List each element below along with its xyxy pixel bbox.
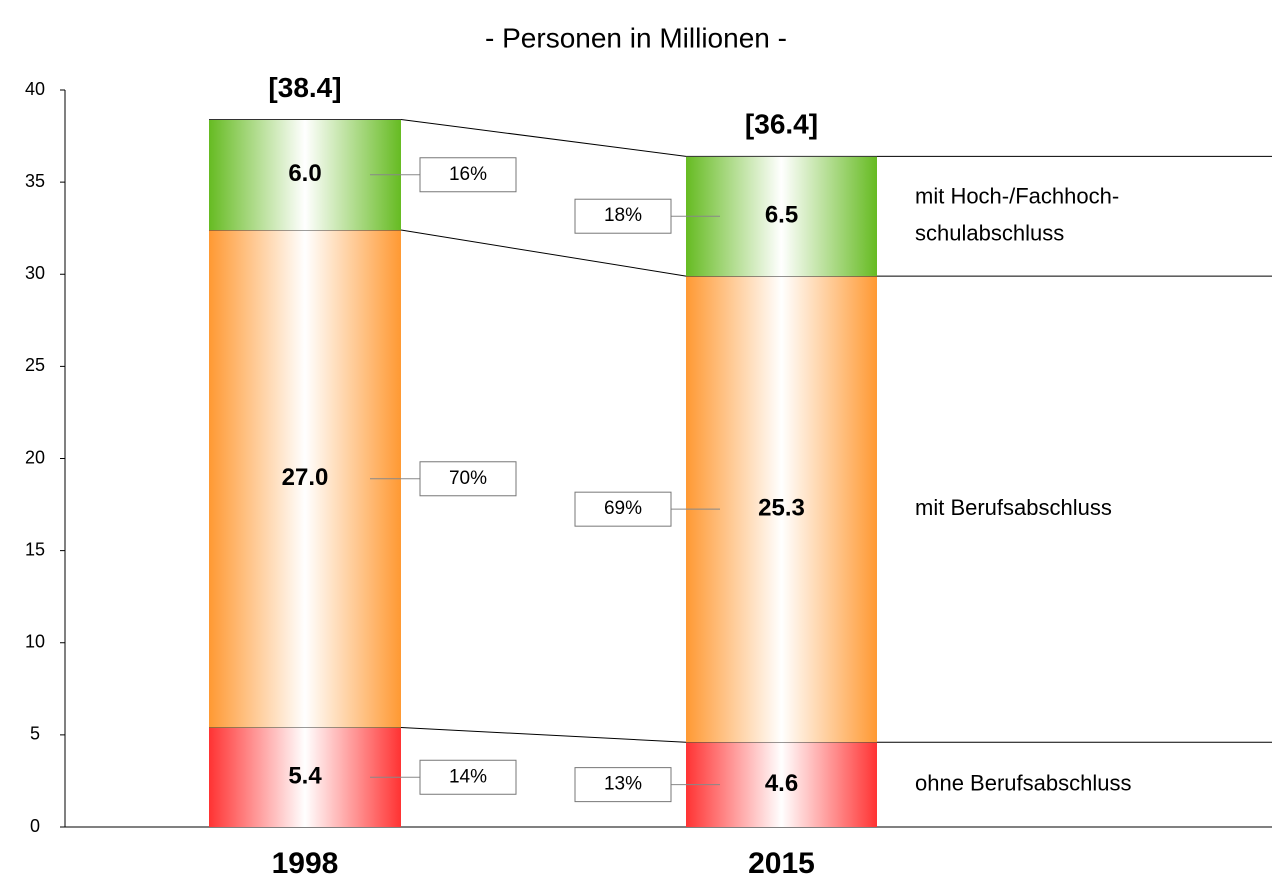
bar-segment bbox=[209, 727, 401, 827]
legend-line: ohne Berufsabschluss bbox=[915, 770, 1131, 795]
share-box bbox=[574, 491, 672, 527]
value-label: 27.0 bbox=[282, 464, 329, 491]
legend-label: mit Berufsabschluss bbox=[915, 495, 1112, 520]
share-label: 70% bbox=[449, 468, 487, 489]
value-label: 5.4 bbox=[288, 763, 322, 790]
x-tick-label: 2015 bbox=[748, 847, 815, 880]
legend-line: mit Hoch-/Fachhoch- bbox=[915, 184, 1119, 209]
x-tick-label: 1998 bbox=[272, 847, 339, 880]
total-label: [38.4] bbox=[268, 72, 341, 103]
y-tick-label: 40 bbox=[25, 79, 45, 99]
chart-title: - Personen in Millionen - bbox=[485, 22, 787, 53]
legend-label: ohne Berufsabschluss bbox=[915, 770, 1131, 795]
share-box bbox=[574, 767, 672, 803]
bar-segment bbox=[209, 119, 401, 231]
share-box bbox=[574, 198, 672, 234]
y-tick-label: 35 bbox=[25, 171, 45, 191]
legend-line: mit Berufsabschluss bbox=[915, 495, 1112, 520]
total-label: [36.4] bbox=[745, 109, 818, 140]
share-box bbox=[419, 157, 517, 193]
value-label: 4.6 bbox=[765, 770, 798, 797]
share-label: 18% bbox=[604, 205, 642, 226]
y-tick-label: 30 bbox=[25, 263, 45, 283]
share-box bbox=[419, 759, 517, 795]
legend-line: schulabschluss bbox=[915, 221, 1064, 246]
y-tick-label: 25 bbox=[25, 355, 45, 375]
value-label: 6.0 bbox=[288, 160, 321, 187]
bar-segment bbox=[209, 230, 401, 728]
share-label: 16% bbox=[449, 164, 487, 185]
share-label: 13% bbox=[604, 774, 642, 795]
connector bbox=[400, 229, 687, 277]
value-label: 25.3 bbox=[758, 495, 805, 522]
y-tick-label: 15 bbox=[25, 539, 45, 559]
legend-label: mit Hoch-/Fachhoch-schulabschluss bbox=[915, 184, 1119, 246]
connector bbox=[400, 727, 687, 743]
share-label: 69% bbox=[604, 498, 642, 519]
share-label: 14% bbox=[449, 766, 487, 787]
y-tick-label: 0 bbox=[30, 816, 40, 836]
value-label: 6.5 bbox=[765, 202, 798, 229]
y-tick-label: 20 bbox=[25, 447, 45, 467]
y-tick-label: 5 bbox=[30, 724, 40, 744]
share-box bbox=[419, 461, 517, 497]
connector bbox=[400, 118, 687, 157]
y-tick-label: 10 bbox=[25, 632, 45, 652]
